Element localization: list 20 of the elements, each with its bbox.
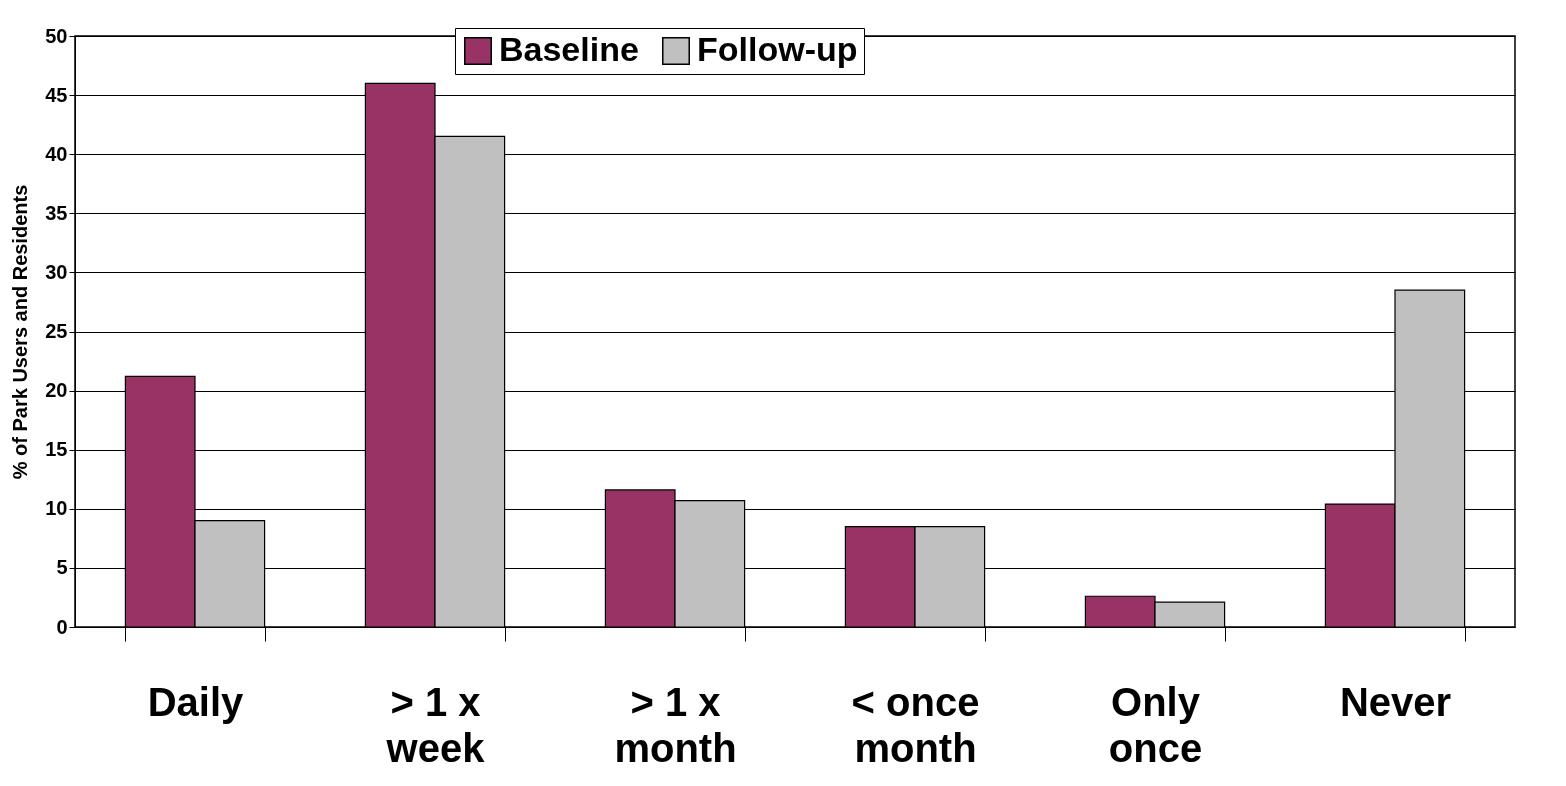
y-tick-label: 5 [56, 556, 68, 579]
legend-label: Follow-up [697, 30, 858, 68]
x-tick-label: > 1 x week [385, 679, 486, 770]
y-tick-label: 50 [45, 24, 68, 47]
y-tick-label: 15 [45, 438, 68, 461]
y-tick-label: 40 [45, 142, 68, 165]
y-tick-label: 45 [45, 83, 68, 106]
y-tick-label: 30 [45, 260, 68, 283]
x-tick-label: < once month [851, 679, 980, 770]
x-tick-label: > 1 x month [614, 679, 737, 770]
x-tick-label: Never [1339, 679, 1452, 724]
x-tick-label: Daily [147, 679, 245, 724]
y-tick-label: 25 [45, 320, 68, 342]
y-tick-label: 35 [45, 201, 68, 224]
y-tick-label: 10 [45, 497, 68, 520]
y-axis-title: % of Park Users and Residents [9, 184, 32, 480]
y-tick-label: 0 [56, 615, 68, 638]
y-tick-label: 20 [45, 379, 68, 402]
legend-label: Baseline [499, 30, 639, 68]
x-tick-label: Only once [1108, 679, 1203, 770]
